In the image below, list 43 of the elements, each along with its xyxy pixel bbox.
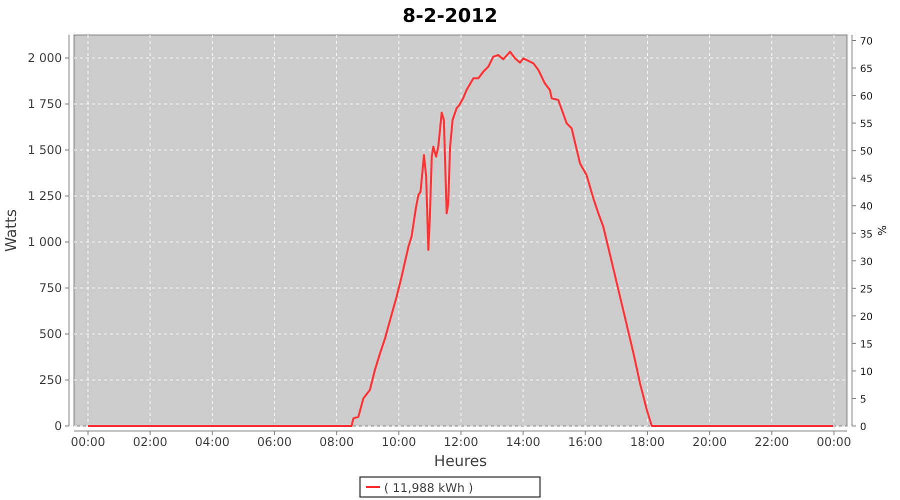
x-tick-label: 20:00	[692, 435, 727, 449]
y-tick-label: 250	[39, 373, 62, 387]
y-tick-label: 1 250	[28, 189, 62, 203]
y2-tick-label: 60	[860, 92, 873, 103]
y-tick-label: 1 500	[28, 143, 62, 157]
line-series	[86, 50, 834, 427]
y2-tick-label: 25	[860, 284, 873, 296]
x-tick-label: 22:00	[754, 435, 790, 449]
y2-tick-label: 40	[860, 202, 873, 213]
x-tick-label: 04:00	[195, 435, 230, 449]
y-tick-label: 750	[39, 281, 62, 295]
y2-tick-label: 65	[860, 64, 873, 76]
x-tick-label: 06:00	[257, 435, 292, 449]
x-tick-label: 10:00	[382, 435, 416, 449]
x-tick-label: 00:00	[70, 435, 106, 449]
chart-title: 8-2-2012	[402, 5, 498, 27]
legend-label: ( 11,988 kWh )	[384, 481, 474, 495]
x-tick-label: 18:00	[630, 435, 665, 449]
y2-tick-label: 10	[860, 366, 873, 378]
y2-tick-label: 15	[860, 339, 873, 350]
y2-tick-label: 30	[860, 256, 873, 268]
y2-tick-label: 45	[860, 174, 873, 186]
y-tick-label: 1 750	[28, 97, 62, 111]
y2-tick-label: 55	[860, 119, 873, 130]
y2-tick-label: 20	[860, 312, 873, 323]
x-axis-title: Heures	[434, 452, 488, 470]
x-tick-label: 08:00	[319, 435, 354, 449]
y-tick-label: 1 000	[28, 235, 62, 249]
y-tick-label: 500	[39, 327, 62, 341]
y2-tick-label: 70	[860, 36, 873, 48]
y2-tick-label: 50	[860, 146, 873, 158]
y-tick-label: 0	[54, 419, 62, 433]
x-tick-label: 02:00	[132, 435, 168, 449]
y2-tick-label: 35	[860, 229, 873, 240]
y2-tick-label: 5	[860, 394, 866, 406]
x-tick-label: 16:00	[568, 435, 603, 449]
y2-axis-title: %	[875, 225, 888, 236]
y-tick-label: 2 000	[28, 51, 62, 65]
y2-tick-label: 0	[860, 422, 866, 433]
x-tick-label: 14:00	[506, 435, 540, 449]
y-axis-title: Watts	[2, 209, 20, 252]
x-tick-label: 12:00	[444, 435, 478, 449]
x-tick-label: 00:00	[816, 435, 852, 449]
